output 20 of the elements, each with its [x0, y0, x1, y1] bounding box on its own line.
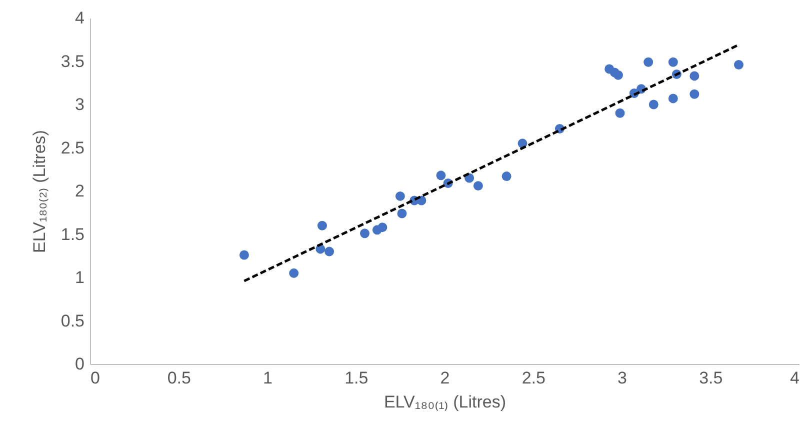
y-tick-label: 1.5 — [60, 224, 84, 244]
x-tick-label: 1.5 — [344, 368, 368, 388]
y-tick-label: 1 — [75, 268, 84, 287]
x-tick-label: 0.5 — [167, 368, 191, 388]
y-tick-label: 0 — [75, 354, 84, 374]
x-tick-label: 1 — [263, 368, 272, 388]
y-tick-label: 3 — [75, 95, 84, 114]
x-tick-label: 2.5 — [522, 368, 546, 388]
x-tick-label: 0 — [90, 368, 100, 388]
x-tick-label: 4 — [790, 368, 800, 388]
y-tick-label: 4 — [75, 8, 84, 28]
y-tick-label: 2.5 — [60, 138, 84, 158]
x-tick-label: 3 — [618, 368, 627, 388]
y-tick-label: 2 — [75, 182, 84, 200]
y-tick-label: 0.5 — [60, 311, 84, 330]
x-tick-label: 3.5 — [699, 368, 723, 388]
x-tick-label: 2 — [440, 368, 450, 388]
y-tick-label: 3.5 — [60, 52, 84, 71]
y-axis-title: ELV₁₈₀₍₂₎ (Litres) — [30, 130, 49, 253]
x-axis-title: ELV₁₈₀₍₁₎ (Litres) — [384, 392, 506, 412]
